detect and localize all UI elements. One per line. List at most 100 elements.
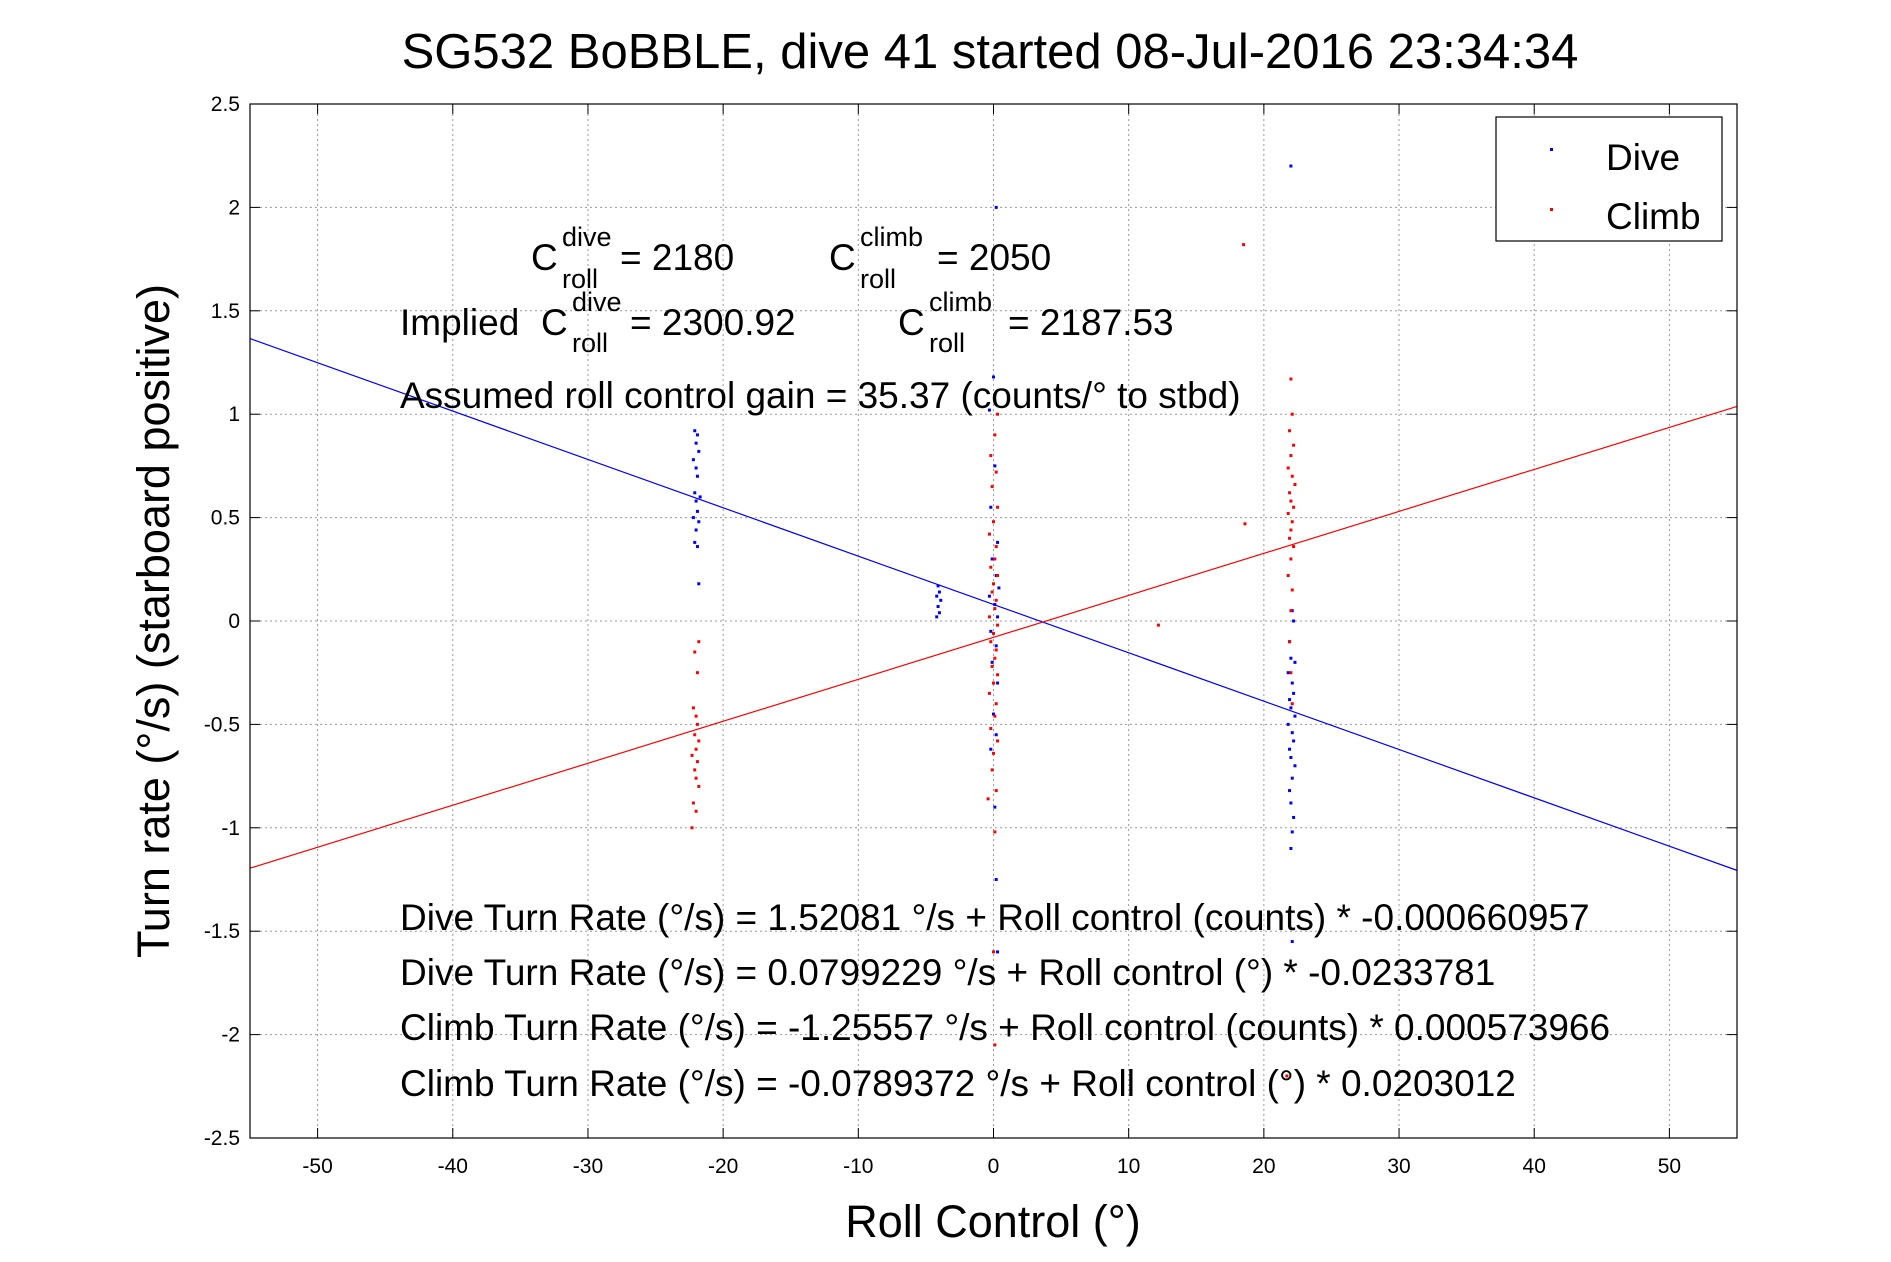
climb-point	[1285, 1074, 1289, 1078]
y-tick-label: 0.5	[211, 507, 240, 530]
series-dive	[691, 164, 1297, 954]
climb-point	[1288, 429, 1292, 433]
dive-point	[1290, 830, 1294, 834]
climb-point	[694, 809, 698, 813]
dive-point	[1288, 747, 1292, 751]
climb-point	[1289, 377, 1293, 381]
dive-point	[1289, 706, 1293, 710]
x-tick-label: -30	[573, 1155, 603, 1178]
dive-point	[939, 598, 943, 602]
climb-point	[996, 623, 1000, 627]
climb-point	[1293, 483, 1297, 487]
dive-point	[1290, 776, 1294, 780]
implied-climb-sup: climb	[929, 287, 992, 317]
dive-point	[1286, 671, 1290, 675]
dive-point	[937, 611, 941, 615]
annotation-implied: Implied C dive roll = 2300.92 C climb ro…	[400, 287, 1174, 358]
climb-point	[693, 733, 697, 737]
grid-lines	[250, 103, 1737, 1139]
climb-point	[1290, 520, 1294, 524]
climb-point	[989, 640, 993, 644]
dive-point	[992, 712, 995, 716]
x-tick-label: -20	[708, 1155, 738, 1178]
dive-point	[1286, 722, 1290, 726]
dive-point	[1293, 764, 1297, 768]
y-tick-label: 0	[228, 610, 240, 633]
x-tick-label: 50	[1658, 1155, 1681, 1178]
climb-point	[992, 520, 995, 524]
y-tick-label: 2	[228, 196, 240, 219]
x-tick-label: 0	[988, 1155, 1000, 1178]
c-dive-value: = 2180	[620, 237, 734, 278]
dive-point	[936, 605, 940, 609]
dive-point	[935, 615, 939, 619]
climb-point	[996, 412, 1000, 416]
c-climb-base: C	[829, 237, 856, 278]
climb-point	[1290, 474, 1294, 478]
climb-point	[1286, 574, 1290, 578]
climb-point	[697, 784, 701, 788]
dive-point	[693, 429, 697, 433]
dive-point	[691, 458, 695, 462]
x-tick-label: 10	[1117, 1155, 1140, 1178]
series-climb	[690, 243, 1297, 1078]
dive-point	[1290, 731, 1294, 735]
equation-climb-counts: Climb Turn Rate (°/s) = -1.25557 °/s + R…	[400, 1007, 1610, 1048]
dive-point	[694, 466, 698, 470]
dive-point	[994, 878, 998, 881]
climb-point	[992, 582, 995, 586]
climb-point	[994, 470, 998, 474]
implied-climb-base: C	[898, 302, 925, 343]
dive-point	[1292, 739, 1296, 743]
dive-point	[697, 449, 701, 453]
climb-point	[992, 681, 995, 685]
climb-point	[1292, 443, 1296, 447]
implied-climb-sub: roll	[929, 328, 965, 358]
climb-point	[990, 590, 994, 594]
dive-point	[1289, 164, 1293, 168]
dive-point	[990, 660, 994, 664]
dive-point	[1293, 660, 1297, 664]
climb-point	[693, 650, 697, 654]
gain-annotation: Assumed roll control gain = 35.37 (count…	[400, 375, 1241, 416]
dive-point	[990, 557, 994, 561]
implied-dive-base: C	[541, 302, 568, 343]
climb-point	[1290, 412, 1294, 416]
climb-point	[1289, 454, 1293, 458]
climb-point	[993, 607, 997, 611]
climb-point	[691, 801, 695, 805]
climb-point	[1289, 528, 1293, 532]
dive-point	[994, 733, 998, 737]
climb-point	[996, 739, 1000, 743]
climb-point	[1286, 511, 1290, 515]
implied-dive-sub: roll	[572, 328, 608, 358]
climb-point	[994, 789, 998, 793]
dive-point	[1289, 846, 1293, 850]
dive-point	[993, 602, 997, 606]
climb-point	[994, 598, 998, 602]
dive-point	[698, 495, 702, 499]
climb-point	[1290, 588, 1294, 592]
climb-point	[996, 574, 1000, 578]
dive-point	[694, 441, 698, 445]
dive-point	[996, 615, 1000, 619]
climb-point	[1289, 557, 1293, 561]
dive-point	[994, 205, 998, 209]
x-axis-label: Roll Control (°)	[845, 1196, 1141, 1247]
x-tick-label: 20	[1252, 1155, 1275, 1178]
climb-point	[694, 776, 698, 780]
climb-point	[994, 648, 998, 652]
y-tick-label: 1	[228, 403, 240, 426]
x-tick-label: 40	[1523, 1155, 1546, 1178]
climb-point	[690, 753, 694, 757]
climb-point	[992, 950, 995, 954]
dive-point	[997, 586, 1001, 590]
fit-equations: Dive Turn Rate (°/s) = 1.52081 °/s + Rol…	[400, 897, 1610, 1104]
climb-point	[1289, 499, 1293, 503]
dive-point	[695, 545, 699, 549]
climb-point	[987, 691, 991, 695]
dive-point	[987, 408, 991, 412]
chart-title: SG532 BoBBLE, dive 41 started 08-Jul-201…	[402, 25, 1579, 79]
climb-point	[993, 714, 997, 718]
x-axis-ticks: -50 -40 -30 -20 -10 0 10 20 30 40 50	[302, 104, 1681, 1178]
